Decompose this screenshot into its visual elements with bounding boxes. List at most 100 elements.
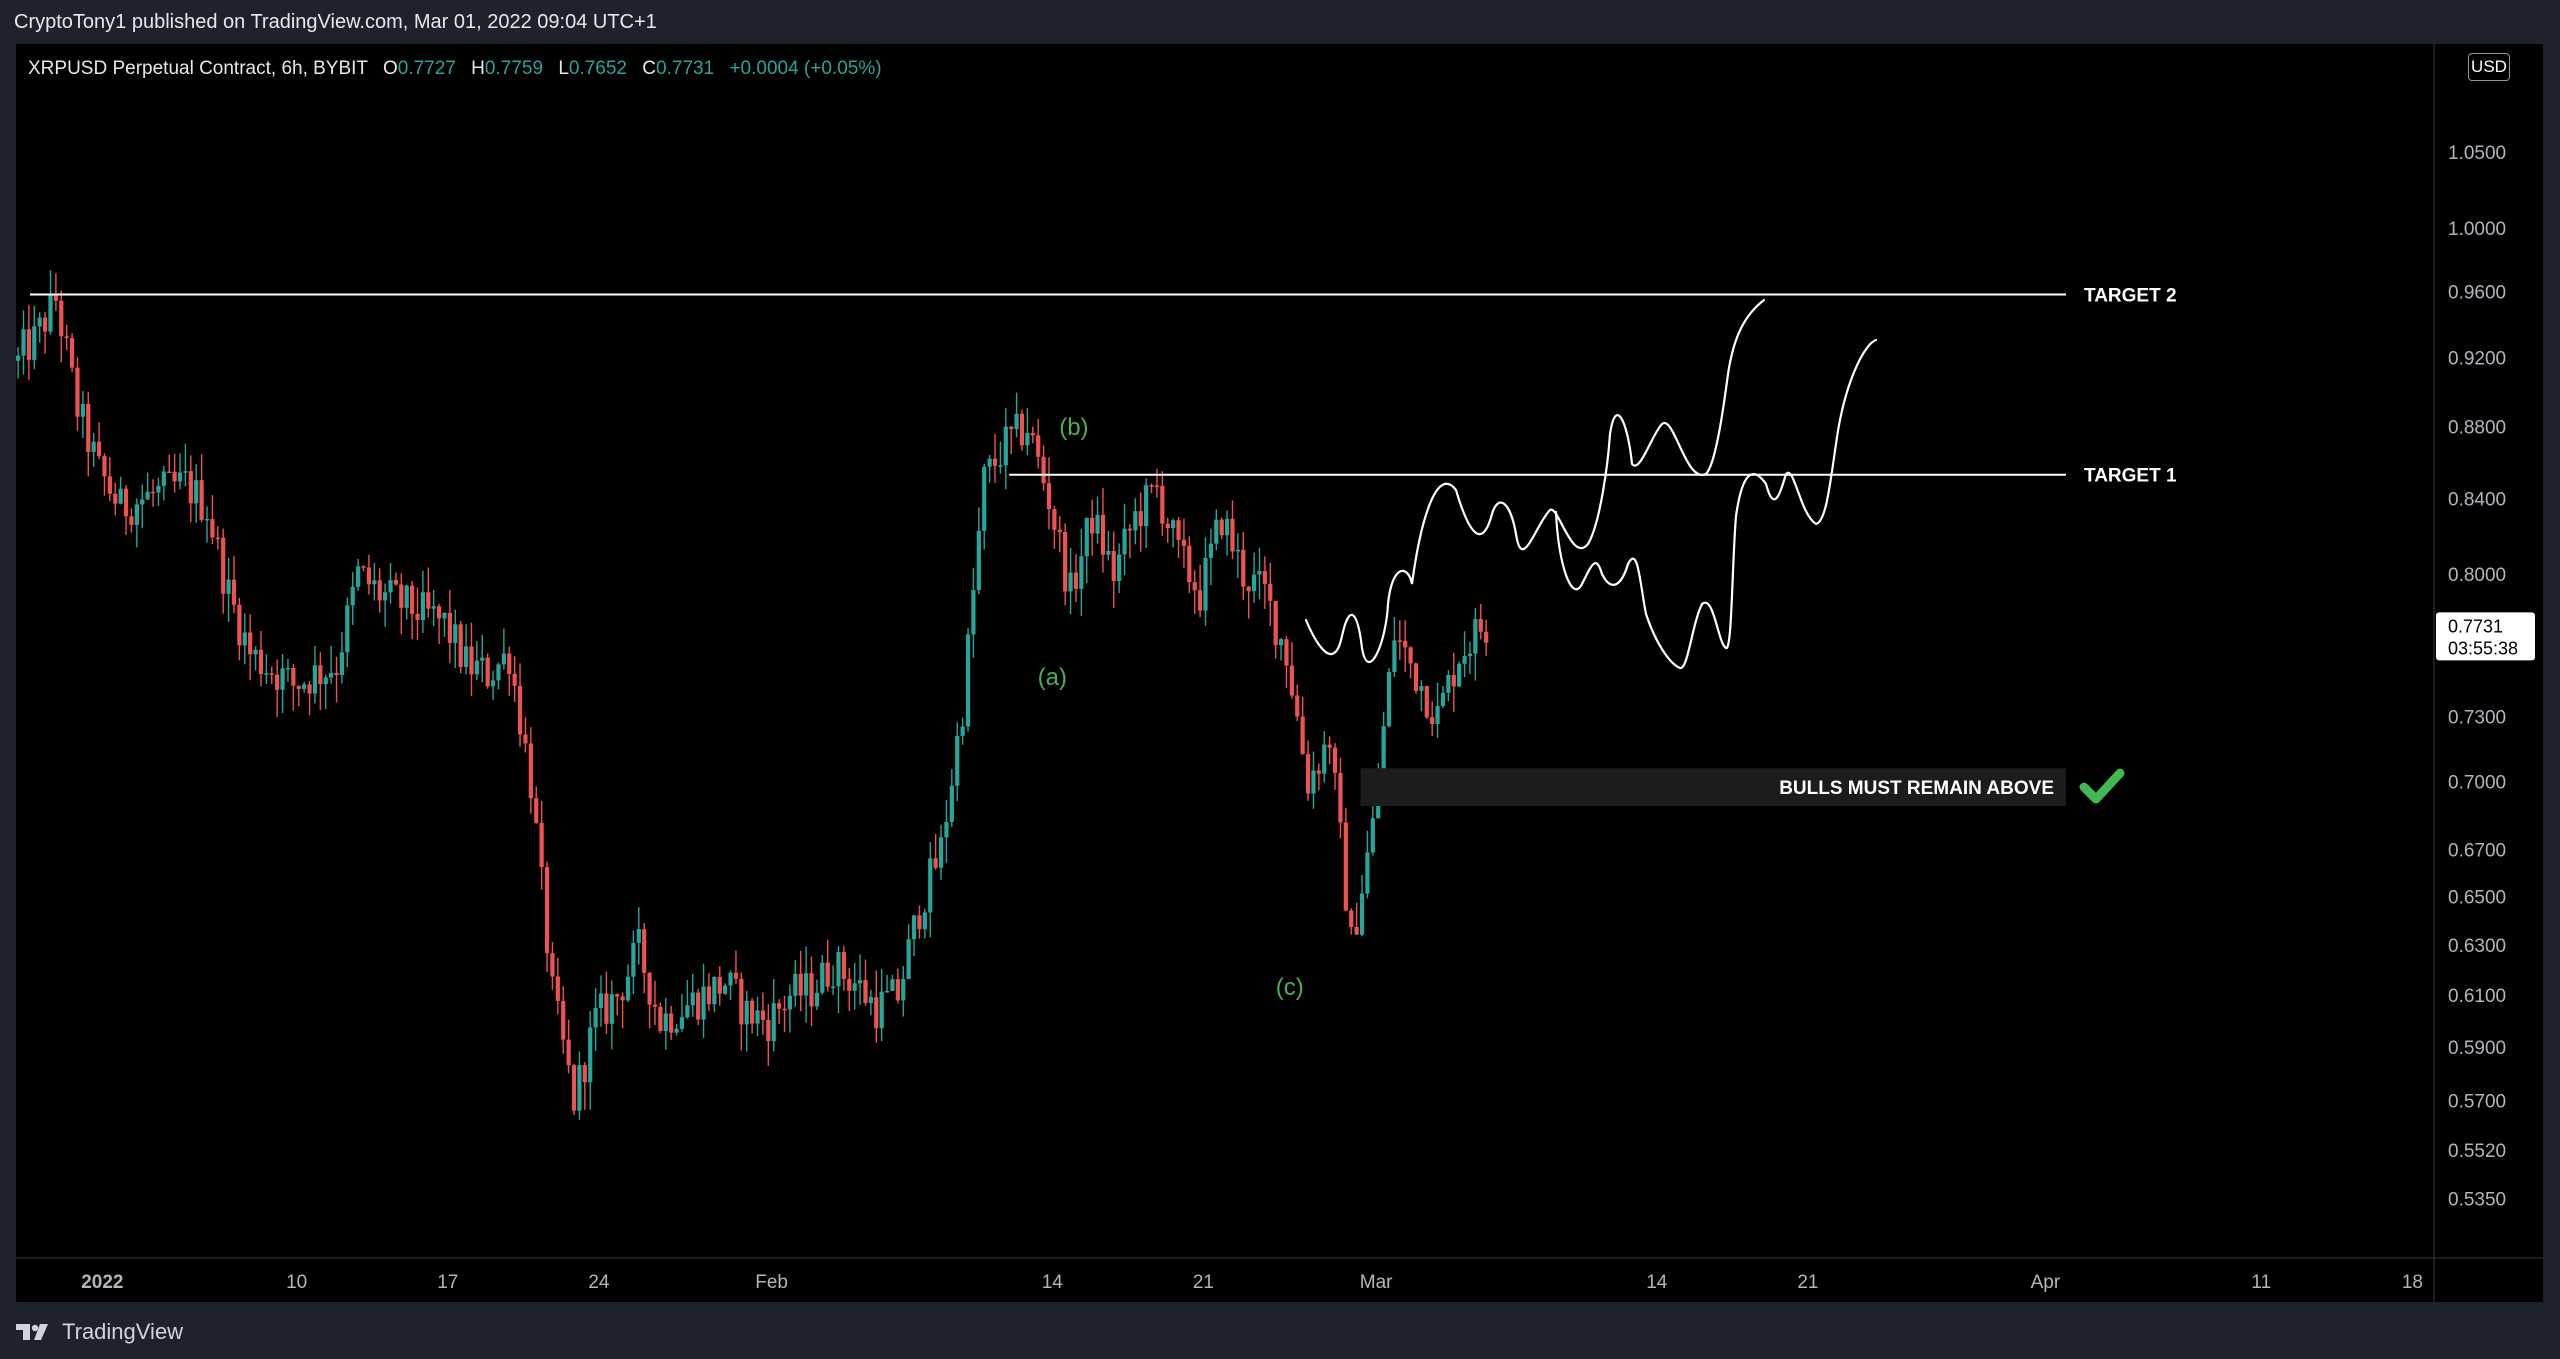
candle-body (949, 785, 954, 822)
candle-body (582, 1065, 587, 1083)
candle-body (37, 317, 42, 327)
candle-body (577, 1065, 582, 1111)
candle-body (642, 929, 647, 973)
candle-body (188, 471, 193, 504)
candle-body (1241, 549, 1246, 587)
candle-body (410, 585, 415, 614)
close-value: 0.7731 (656, 58, 715, 79)
candle-body (766, 1019, 771, 1042)
candle-body (177, 472, 183, 482)
candle-body (901, 979, 906, 1001)
candle-body (1176, 520, 1181, 540)
candle-body (123, 488, 129, 517)
candle-body (863, 980, 868, 1004)
candle-body (1354, 926, 1359, 935)
candle-body (1392, 640, 1397, 672)
candle-body (1100, 514, 1106, 555)
candle-body (1154, 485, 1160, 487)
candle-body (458, 624, 463, 667)
candle-body (1397, 640, 1402, 642)
candle-body (1030, 432, 1035, 436)
time-tick-label: Apr (2031, 1272, 2061, 1293)
chart-svg[interactable]: BULLS MUST REMAIN ABOVE TARGET 2 TARGET 1… (16, 44, 2543, 1302)
candle-body (167, 471, 172, 474)
candle-body (1122, 528, 1127, 555)
candle-body (415, 613, 420, 620)
candle-body (782, 1008, 787, 1011)
change-value: +0.0004 (+0.05%) (729, 58, 882, 79)
candle-body (1181, 539, 1187, 546)
time-tick-label: 14 (1042, 1272, 1064, 1293)
candle-body (1327, 744, 1332, 748)
candle-body (1268, 583, 1273, 601)
candle-body (490, 680, 496, 687)
candle-body (534, 798, 539, 823)
candle-body (129, 516, 134, 525)
candle-body (377, 580, 382, 601)
symbol-name: XRPUSD Perpetual Contract, 6h, BYBIT (28, 58, 368, 79)
time-tick-label: Feb (755, 1272, 788, 1293)
candle-body (712, 976, 717, 1005)
candle-body (1057, 529, 1062, 532)
candle-body (814, 992, 820, 1007)
candle-body (982, 466, 987, 531)
last-price-box (2436, 612, 2535, 661)
projection-sketch-2 (1554, 338, 1878, 670)
candle-body (1430, 717, 1435, 725)
candle-body (804, 973, 809, 996)
price-tick-label: 0.6700 (2448, 840, 2506, 861)
candle-body (847, 978, 852, 991)
candle-body (1262, 571, 1267, 584)
candle-body (528, 743, 533, 799)
candle-body (32, 326, 37, 360)
candle-body (86, 403, 91, 452)
candles-layer (16, 270, 1489, 1120)
candle-body (361, 566, 366, 568)
candle-body (760, 1010, 766, 1020)
candle-body (1289, 665, 1294, 696)
candle-body (1446, 674, 1451, 693)
candle-body (199, 480, 204, 520)
candle-body (118, 488, 123, 504)
candle-body (345, 605, 350, 653)
candle-body (717, 976, 722, 994)
target-label-2: TARGET 1 (2084, 466, 2177, 487)
candle-body (253, 649, 258, 655)
tradingview-logo[interactable]: TradingView (14, 1318, 183, 1346)
currency-badge[interactable]: USD (2468, 53, 2510, 81)
candle-body (1090, 517, 1095, 534)
candle-body (1440, 692, 1446, 707)
candle-body (798, 973, 803, 996)
candle-body (113, 493, 118, 504)
candle-body (383, 592, 388, 601)
price-tick-label: 0.8000 (2448, 565, 2506, 586)
time-tick-label: 24 (588, 1272, 610, 1293)
candle-body (1160, 485, 1165, 524)
candle-body (825, 962, 830, 987)
candle-body (955, 735, 960, 786)
price-tick-label: 0.7000 (2448, 772, 2506, 793)
candle-body (42, 317, 48, 332)
candle-body (69, 338, 75, 368)
candle-body (431, 606, 436, 609)
candle-body (971, 590, 976, 635)
candle-body (258, 649, 264, 675)
candle-body (280, 668, 285, 690)
candle-body (588, 1027, 593, 1083)
price-tick-label: 0.6500 (2448, 887, 2506, 908)
candle-body (447, 612, 452, 643)
candle-body (226, 579, 231, 594)
candle-body (830, 986, 836, 988)
chart-frame[interactable]: BULLS MUST REMAIN ABOVE TARGET 2 TARGET 1… (16, 44, 2543, 1302)
candle-body (1133, 511, 1138, 531)
candle-body (1419, 686, 1424, 691)
candle-body (1451, 674, 1456, 687)
candle-body (291, 667, 296, 686)
candle-body (1235, 549, 1240, 552)
candle-body (420, 592, 425, 620)
candle-body (1257, 571, 1262, 575)
candle-body (96, 441, 102, 457)
candle-body (679, 1017, 685, 1029)
candle-body (312, 665, 318, 694)
candle-body (372, 580, 377, 585)
